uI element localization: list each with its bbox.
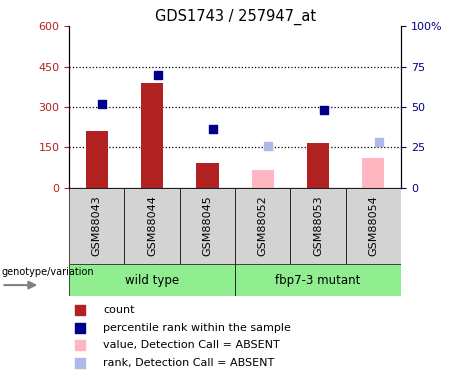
Point <box>77 325 84 331</box>
Text: GSM88052: GSM88052 <box>258 196 268 256</box>
Text: genotype/variation: genotype/variation <box>1 267 94 278</box>
Text: count: count <box>103 305 135 315</box>
Bar <box>307 143 329 188</box>
Bar <box>141 83 163 188</box>
Text: GSM88054: GSM88054 <box>368 196 378 256</box>
Text: value, Detection Call = ABSENT: value, Detection Call = ABSENT <box>103 340 280 350</box>
Text: GSM88053: GSM88053 <box>313 196 323 256</box>
Point <box>265 142 272 148</box>
Bar <box>196 164 219 188</box>
Point <box>77 342 84 348</box>
Bar <box>346 188 401 264</box>
Bar <box>362 158 384 188</box>
Point <box>375 140 383 146</box>
Bar <box>86 131 108 188</box>
Text: fbp7-3 mutant: fbp7-3 mutant <box>275 274 361 287</box>
Point <box>154 72 161 78</box>
Text: GSM88044: GSM88044 <box>147 195 157 256</box>
Bar <box>290 188 346 264</box>
Bar <box>124 188 180 264</box>
Point <box>77 360 84 366</box>
Bar <box>252 170 274 188</box>
Text: percentile rank within the sample: percentile rank within the sample <box>103 323 291 333</box>
Text: wild type: wild type <box>125 274 179 287</box>
Title: GDS1743 / 257947_at: GDS1743 / 257947_at <box>154 9 316 25</box>
Bar <box>69 264 235 296</box>
Bar <box>235 188 290 264</box>
Text: rank, Detection Call = ABSENT: rank, Detection Call = ABSENT <box>103 358 274 368</box>
Text: GSM88045: GSM88045 <box>202 196 213 256</box>
Point <box>99 100 106 106</box>
Bar <box>69 188 124 264</box>
Point <box>320 107 327 113</box>
Point <box>209 126 217 132</box>
Point <box>77 308 84 314</box>
Text: GSM88043: GSM88043 <box>92 196 102 256</box>
Bar <box>180 188 235 264</box>
Bar <box>235 264 401 296</box>
